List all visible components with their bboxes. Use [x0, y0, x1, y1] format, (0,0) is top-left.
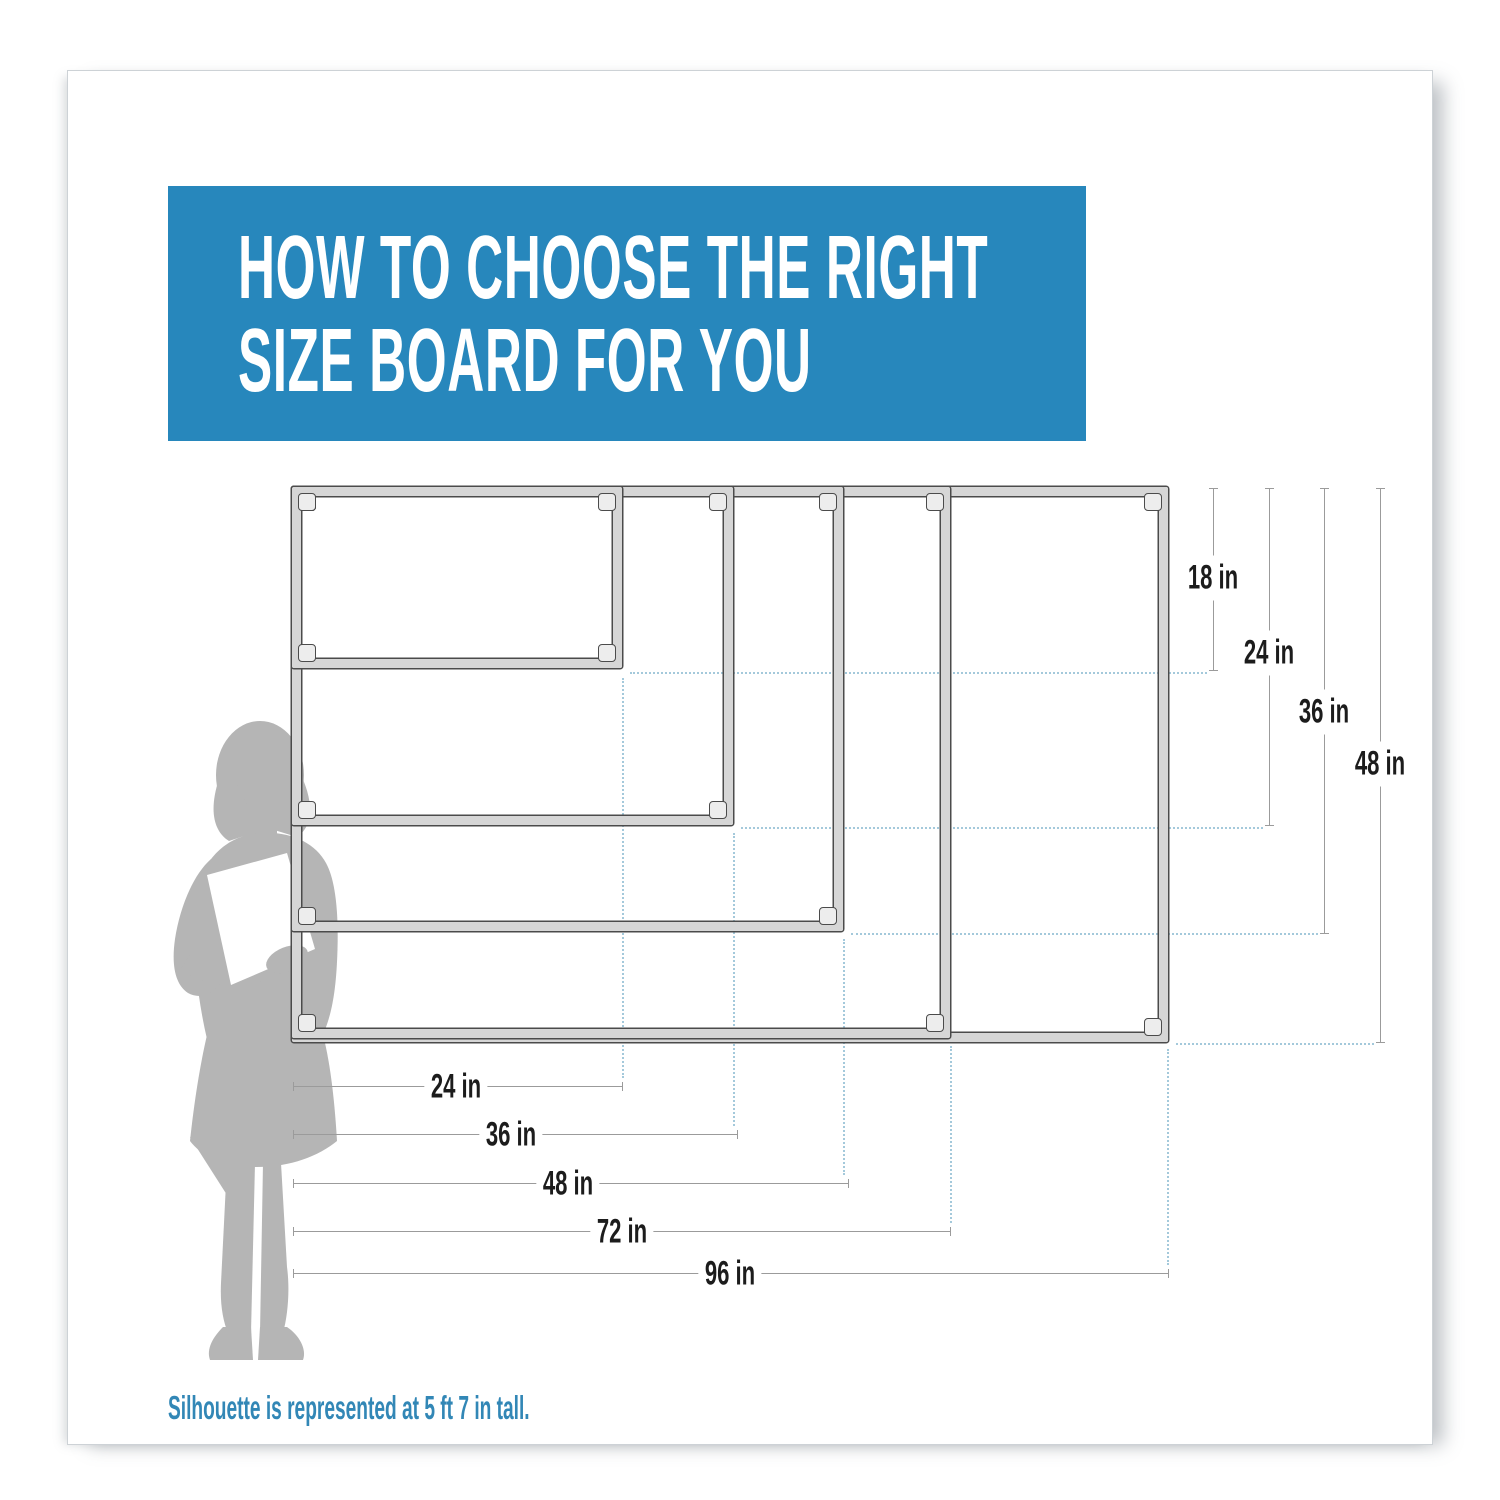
page-title-line-2: SIZE BOARD FOR YOU [238, 311, 812, 411]
page-title: HOW TO CHOOSE THE RIGHT SIZE BOARD FOR Y… [168, 186, 1086, 408]
guide-dotted-v-0 [622, 678, 624, 1078]
frame-corner-cap [298, 801, 316, 819]
image-card: HOW TO CHOOSE THE RIGHT SIZE BOARD FOR Y… [67, 70, 1433, 1445]
guide-dotted-h-1 [741, 827, 1263, 829]
height-dim-tick-top-48-in [1376, 488, 1385, 489]
width-dim-label-24-in: 24 in [424, 1064, 488, 1110]
height-dim-label-24-in: 24 in [1237, 630, 1301, 676]
frame-corner-cap [298, 907, 316, 925]
frame-corner-cap [298, 1014, 316, 1032]
height-dim-tick-bottom-24-in [1265, 825, 1274, 826]
frame-corner-cap [709, 801, 727, 819]
width-dim-label-72-in: 72 in [590, 1209, 654, 1255]
guide-dotted-v-3 [950, 1046, 952, 1223]
frame-corner-cap [926, 1014, 944, 1032]
title-banner: HOW TO CHOOSE THE RIGHT SIZE BOARD FOR Y… [168, 186, 1086, 441]
height-dim-tick-top-18-in [1209, 488, 1218, 489]
height-dim-tick-bottom-48-in [1376, 1042, 1385, 1043]
frame-corner-cap [1144, 1018, 1162, 1036]
frame-corner-cap [709, 493, 727, 511]
height-dim-tick-bottom-18-in [1209, 670, 1218, 671]
guide-dotted-h-3 [1176, 1043, 1374, 1045]
width-dim-tick-left-96-in [293, 1269, 294, 1278]
height-dim-label-48-in: 48 in [1348, 741, 1412, 787]
width-dim-label-48-in: 48 in [536, 1161, 600, 1207]
width-dim-tick-left-48-in [293, 1179, 294, 1188]
guide-dotted-v-2 [843, 939, 845, 1175]
width-dim-tick-left-36-in [293, 1130, 294, 1139]
width-dim-tick-right-24-in [622, 1082, 623, 1091]
silhouette-caption: Silhouette is represented at 5 ft 7 in t… [168, 1389, 530, 1426]
guide-dotted-h-2 [851, 933, 1318, 935]
height-dim-tick-top-36-in [1320, 488, 1329, 489]
board-outline-24x18 [292, 487, 622, 668]
person-silhouette [173, 721, 338, 1360]
height-dim-label-18-in: 18 in [1181, 555, 1245, 601]
width-dim-label-36-in: 36 in [479, 1112, 543, 1158]
width-dim-tick-right-48-in [848, 1179, 849, 1188]
frame-corner-cap [598, 493, 616, 511]
guide-dotted-v-1 [733, 833, 735, 1126]
frame-corner-cap [926, 493, 944, 511]
frame-corner-cap [819, 493, 837, 511]
frame-corner-cap [819, 907, 837, 925]
guide-dotted-v-4 [1167, 1049, 1169, 1265]
width-dim-tick-right-96-in [1168, 1269, 1169, 1278]
silhouette-body [173, 721, 338, 1360]
height-dim-tick-bottom-36-in [1320, 933, 1329, 934]
width-dim-label-96-in: 96 in [698, 1251, 762, 1297]
frame-corner-cap [598, 644, 616, 662]
width-dim-tick-right-72-in [950, 1227, 951, 1236]
width-dim-tick-left-24-in [293, 1082, 294, 1091]
frame-corner-cap [298, 493, 316, 511]
height-dim-label-36-in: 36 in [1292, 689, 1356, 735]
frame-corner-cap [298, 644, 316, 662]
frame-corner-cap [1144, 493, 1162, 511]
width-dim-tick-left-72-in [293, 1227, 294, 1236]
width-dim-tick-right-36-in [737, 1130, 738, 1139]
height-dim-tick-top-24-in [1265, 488, 1274, 489]
guide-dotted-h-0 [630, 672, 1207, 674]
